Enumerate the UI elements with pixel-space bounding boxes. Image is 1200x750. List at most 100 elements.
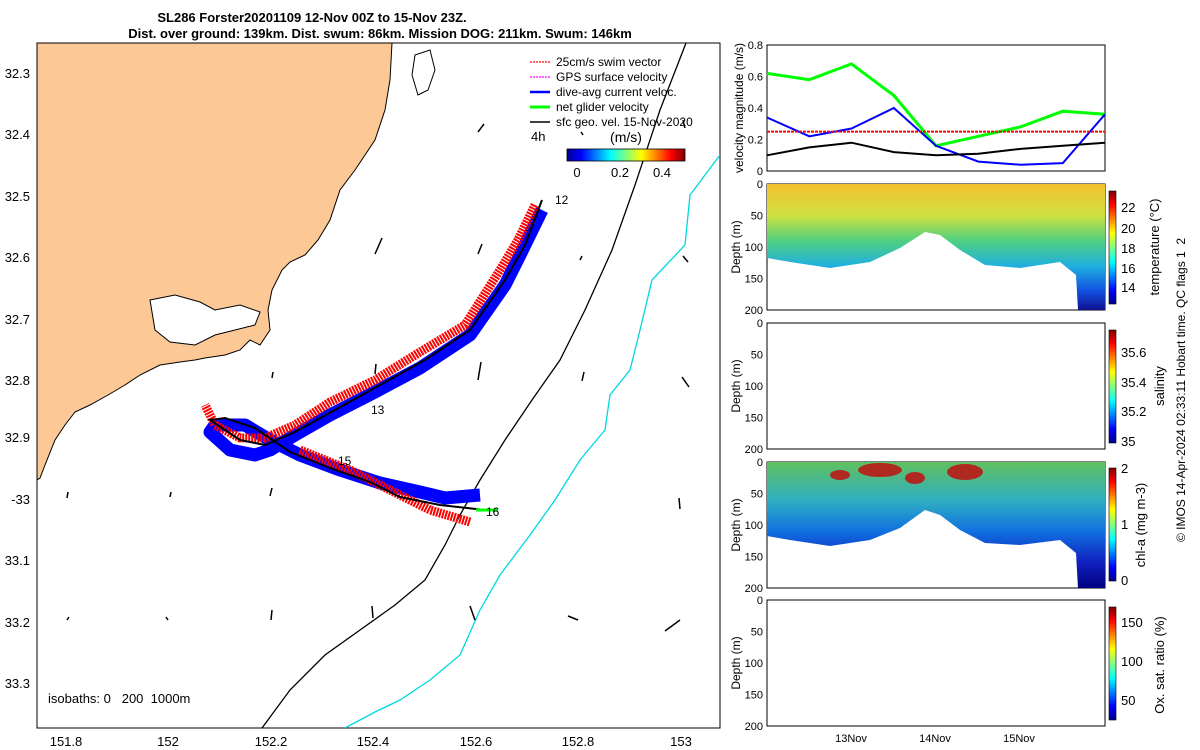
depth-tick: 0 xyxy=(757,318,763,330)
velocity-ytick: 0.8 xyxy=(748,40,763,52)
velocity-ylabel: velocity magnitude (m/s) xyxy=(732,43,746,173)
depth-tick: 150 xyxy=(745,274,763,286)
salinity-panel: Depth (m) 0 50 100 150 200 35 35.2 35.4 35.6… xyxy=(729,318,1167,456)
lon-tick: 153 xyxy=(670,734,692,749)
lon-tick: 152 xyxy=(157,734,179,749)
cb-tick: 35 xyxy=(1121,434,1135,449)
x-tick: 14Nov xyxy=(919,733,951,745)
legend-geo: sfc geo. vel. 15-Nov-2020 xyxy=(556,115,693,129)
isobaths-label: isobaths: 0 200 1000m xyxy=(48,691,190,706)
map-lat-ticks: 32.3 32.4 32.5 32.6 32.7 32.8 32.9 -33 3… xyxy=(5,66,30,691)
lat-tick: 32.8 xyxy=(5,373,30,388)
lon-tick: 152.4 xyxy=(357,734,390,749)
depth-ticks: 0 50 100 150 200 xyxy=(745,179,763,317)
chla-field xyxy=(767,462,1105,588)
map-lon-ticks: 151.8 152 152.2 152.4 152.6 152.8 153 xyxy=(50,734,692,749)
map-colorbar xyxy=(566,148,686,162)
track-swim-band xyxy=(200,203,540,527)
title-line-2: Dist. over ground: 139km. Dist. swum: 86… xyxy=(128,26,632,41)
interval-label: 4h xyxy=(531,129,545,144)
depth-tick: 200 xyxy=(745,721,763,733)
title-line-1: SL286 Forster20201109 12-Nov 00Z to 15-N… xyxy=(157,10,466,25)
isobath-200m xyxy=(261,43,687,728)
depth-tick: 0 xyxy=(757,595,763,607)
depth-ticks: 0 50 100 150 200 xyxy=(745,595,763,733)
cb-tick: 150 xyxy=(1121,615,1143,630)
lat-tick: -33 xyxy=(11,492,30,507)
velocity-series-line xyxy=(766,141,1106,157)
map-legend: 25cm/s swim vector GPS surface velocity … xyxy=(530,55,693,180)
salinity-label: salinity xyxy=(1152,366,1167,406)
lat-tick: 32.4 xyxy=(5,127,30,142)
cb-tick: 2 xyxy=(1121,461,1128,476)
oxygen-panel: Depth (m) 0 50 100 150 200 50 100 150 Ox. sa… xyxy=(729,595,1167,745)
oxygen-colorbar xyxy=(1108,606,1117,721)
lat-tick: 33.3 xyxy=(5,676,30,691)
cb-tick: 35.6 xyxy=(1121,345,1146,360)
x-tick: 15Nov xyxy=(1003,733,1035,745)
cb-tick: 0 xyxy=(1121,573,1128,588)
cb-tick: 50 xyxy=(1121,693,1135,708)
land-mass xyxy=(37,43,393,481)
isobath-1000m xyxy=(344,154,720,728)
depth-tick: 0 xyxy=(757,457,763,469)
temperature-field xyxy=(767,184,1105,310)
cb-tick: 35.4 xyxy=(1121,375,1146,390)
velocity-ytick: 0.4 xyxy=(748,103,763,115)
depth-label: Depth (m) xyxy=(729,498,743,551)
day-label-16: 16 xyxy=(486,505,500,519)
x-tick: 13Nov xyxy=(835,733,867,745)
depth-ticks: 0 50 100 150 200 xyxy=(745,457,763,595)
velocity-ytick: 0 xyxy=(757,166,763,178)
depth-tick: 100 xyxy=(745,658,763,670)
lat-tick: 32.5 xyxy=(5,189,30,204)
lat-tick: 32.7 xyxy=(5,312,30,327)
depth-tick: 100 xyxy=(745,242,763,254)
day-label-13: 13 xyxy=(371,403,385,417)
lat-tick: 33.2 xyxy=(5,615,30,630)
lake-north xyxy=(411,49,436,96)
temperature-panel: Depth (m) 0 50 100 150 200 14 16 18 20 22 te… xyxy=(729,179,1162,317)
cb-tick: 35.2 xyxy=(1121,404,1146,419)
chla-max-patches xyxy=(830,463,983,484)
depth-tick: 50 xyxy=(751,211,763,223)
side-note: © IMOS 14-Apr-2024 02:33:11 Hobart time.… xyxy=(1174,238,1188,542)
temperature-label: temperature (°C) xyxy=(1147,199,1162,296)
depth-label: Depth (m) xyxy=(729,220,743,273)
chla-panel: Depth (m) 0 50 100 150 200 0 1 2 chl-a (mg m… xyxy=(729,457,1148,595)
legend-swim: 25cm/s swim vector xyxy=(556,55,661,69)
depth-ticks: 0 50 100 150 200 xyxy=(745,318,763,456)
cb-tick: 22 xyxy=(1121,200,1135,215)
cb-tick: 1 xyxy=(1121,517,1128,532)
lon-tick: 152.6 xyxy=(460,734,493,749)
lon-tick: 152.8 xyxy=(562,734,595,749)
velocity-ytick: 0.6 xyxy=(748,72,763,84)
map-panel: 12 13 15 16 32.3 32.4 32.5 32.6 32.7 32.… xyxy=(5,42,721,749)
velocity-yticks: 0 0.2 0.4 0.6 0.8 xyxy=(748,40,763,178)
depth-tick: 100 xyxy=(745,520,763,532)
velocity-panel: 0 0.2 0.4 0.6 0.8 velocity magnitude (m/s) xyxy=(732,40,1106,178)
legend-net: net glider velocity xyxy=(556,100,649,114)
colorbar-unit: (m/s) xyxy=(610,129,642,145)
depth-tick: 50 xyxy=(751,627,763,639)
velocity-lines xyxy=(766,62,1106,166)
cb-tick: 14 xyxy=(1121,280,1135,295)
depth-label: Depth (m) xyxy=(729,636,743,689)
depth-tick: 200 xyxy=(745,305,763,317)
lat-tick: 32.3 xyxy=(5,66,30,81)
temperature-colorbar xyxy=(1108,190,1117,305)
map-colorbar-tick: 0.2 xyxy=(611,165,629,180)
cb-tick: 18 xyxy=(1121,241,1135,256)
cb-tick: 20 xyxy=(1121,221,1135,236)
depth-tick: 150 xyxy=(745,690,763,702)
lon-tick: 151.8 xyxy=(50,734,83,749)
depth-tick: 0 xyxy=(757,179,763,191)
depth-tick: 50 xyxy=(751,489,763,501)
depth-tick: 200 xyxy=(745,583,763,595)
map-colorbar-tick: 0.4 xyxy=(653,165,671,180)
lon-tick: 152.2 xyxy=(255,734,288,749)
oxygen-label: Ox. sat. ratio (%) xyxy=(1152,616,1167,714)
depth-tick: 150 xyxy=(745,413,763,425)
cb-tick: 100 xyxy=(1121,654,1143,669)
